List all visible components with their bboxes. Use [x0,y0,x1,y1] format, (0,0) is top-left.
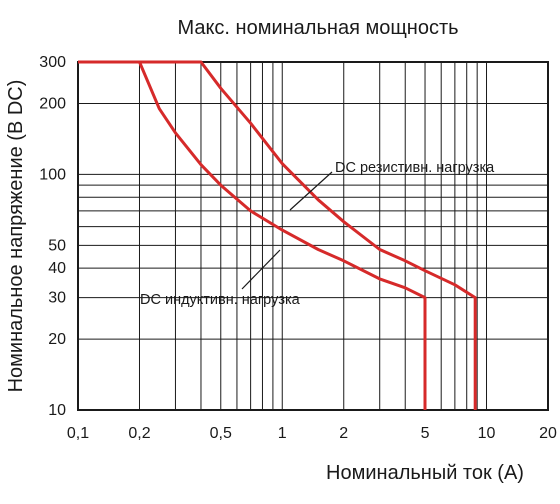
y-tick-label: 40 [48,260,66,277]
leader-line-inductive [241,249,281,290]
x-tick-label: 5 [421,425,430,442]
x-tick-label: 0,2 [128,425,150,442]
x-tick-label: 0,5 [210,425,232,442]
grid [78,62,548,410]
y-tick-label: 10 [48,402,66,419]
y-tick-label: 20 [48,331,66,348]
x-tick-label: 2 [339,425,348,442]
leader-line-resistive [289,171,333,211]
y-tick-label: 300 [39,54,66,71]
x-tick-label: 0,1 [67,425,89,442]
y-axis-label: Номинальное напряжение (В DC) [5,80,27,393]
y-tick-label: 50 [48,237,66,254]
y-tick-label: 200 [39,95,66,112]
x-tick-label: 20 [539,425,557,442]
series-line-resistive [78,60,477,410]
x-tick-label: 10 [478,425,496,442]
y-tick-label: 100 [39,166,66,183]
y-tick-label: 30 [48,290,66,307]
plot-frame [77,61,549,411]
legend-label-inductive: DC индуктивн. нагрузка [140,292,301,308]
chart-title: Макс. номинальная мощность [177,17,458,39]
x-tick-label: 1 [278,425,287,442]
legend-label-resistive: DC резистивн. нагрузка [335,160,495,176]
x-axis-label: Номинальный ток (А) [326,462,524,484]
curves [78,60,477,410]
series-line-inductive [78,60,427,410]
tick-labels: 0,1 0,2 0,5 1 2 5 10 20 10 20 30 40 50 100 200 300 [39,54,557,442]
